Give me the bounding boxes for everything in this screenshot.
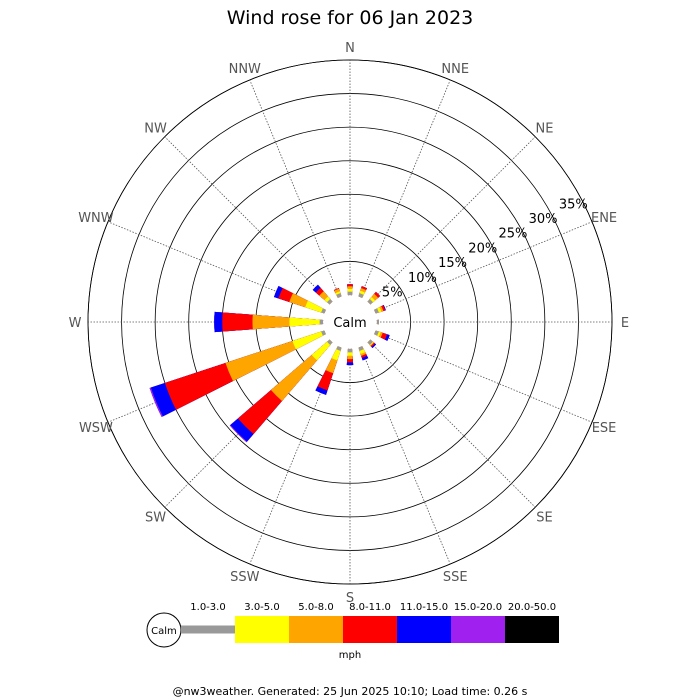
bar-WSW-1.0-3.0 — [321, 330, 326, 336]
compass-label-ESE: ESE — [592, 421, 617, 436]
bar-W-5.0-8.0 — [252, 314, 324, 330]
legend-calm-label: Calm — [151, 626, 177, 637]
spoke-SSE — [359, 346, 451, 565]
speed-legend: Calm mph 1.0-3.0 3.0-5.0 5.0-8.0 8.0-11.0 11… — [146, 602, 559, 661]
calm-center: Calm — [324, 296, 376, 348]
legend-swatch-8.0-11.0 — [343, 616, 397, 643]
radial-tick-labels: 5% 10%15%20%25%30%35% — [382, 197, 588, 300]
bar-N-1.0-3.0 — [347, 291, 353, 296]
compass-label-NNW: NNW — [229, 62, 261, 77]
compass-label-N: N — [345, 41, 355, 56]
radial-tick-15: 15% — [438, 256, 467, 271]
radial-tick-25: 25% — [498, 227, 527, 242]
compass-label-WNW: WNW — [78, 211, 114, 226]
radial-tick-35: 35% — [559, 197, 588, 212]
radial-tick-30: 30% — [529, 212, 558, 227]
legend-swatch-20.0-50.0 — [505, 616, 559, 643]
bar-NW-1.0-3.0 — [326, 298, 333, 305]
chart-title: Wind rose for 06 Jan 2023 — [227, 7, 474, 29]
radial-tick-10: 10% — [408, 271, 437, 286]
grid-ring-25 — [154, 126, 546, 518]
compass-label-NE: NE — [535, 122, 553, 137]
compass-label-ENE: ENE — [591, 211, 617, 226]
bar-WNW-1.0-3.0 — [321, 308, 326, 314]
bar-SSE-1.0-3.0 — [358, 346, 364, 351]
bar-SW-1.0-3.0 — [326, 339, 333, 346]
bar-WSW-3.0-5.0 — [292, 330, 326, 350]
legend-label-11.0-15.0: 11.0-15.0 — [400, 602, 448, 613]
compass-label-S: S — [346, 591, 354, 606]
radial-tick-5: 5% — [382, 286, 403, 301]
bar-SW-3.0-5.0 — [311, 339, 333, 361]
bar-NNW-1.0-3.0 — [336, 293, 342, 298]
legend-swatch-5.0-8.0 — [289, 616, 343, 643]
bar-ENE-1.0-3.0 — [374, 308, 379, 314]
bar-NNE-1.0-3.0 — [358, 293, 364, 298]
compass-label-SSE: SSE — [443, 570, 468, 585]
legend-swatch-1.0-3.0 — [181, 625, 235, 634]
legend-label-5.0-8.0: 5.0-8.0 — [298, 602, 333, 613]
legend-unit-label: mph — [339, 650, 361, 661]
calm-label: Calm — [333, 316, 366, 331]
footer-text: @nw3weather. Generated: 25 Jun 2025 10:1… — [173, 685, 528, 698]
compass-labels: N NNE NE ENE E ESE SE SSE S SSW SW WSW W WNW NW NNW — [69, 41, 630, 606]
bar-WNW-3.0-5.0 — [305, 300, 326, 314]
compass-label-NNE: NNE — [441, 62, 469, 77]
legend-label-8.0-11.0: 8.0-11.0 — [349, 602, 391, 613]
legend-swatch-3.0-5.0 — [235, 616, 289, 643]
compass-label-SW: SW — [145, 510, 166, 525]
compass-label-SE: SE — [536, 510, 552, 525]
compass-label-W: W — [69, 316, 82, 331]
legend-label-20.0-50.0: 20.0-50.0 — [508, 602, 556, 613]
legend-label-1.0-3.0: 1.0-3.0 — [190, 602, 225, 613]
bar-W-3.0-5.0 — [289, 317, 324, 327]
legend-swatch-15.0-20.0 — [451, 616, 505, 643]
spoke-ESE — [374, 331, 593, 423]
bar-W-1.0-3.0 — [319, 319, 324, 325]
bar-E-1.0-3.0 — [376, 319, 380, 325]
grid-ring-20 — [188, 160, 512, 484]
bar-S-1.0-3.0 — [347, 348, 353, 353]
bar-SSW-1.0-3.0 — [336, 346, 342, 351]
spoke-ENE — [374, 221, 593, 313]
bar-NE-1.0-3.0 — [367, 298, 374, 305]
bar-SE-1.0-3.0 — [367, 339, 374, 346]
compass-label-SSW: SSW — [230, 570, 260, 585]
compass-label-WSW: WSW — [79, 421, 113, 436]
spoke-NW — [164, 136, 332, 304]
spoke-SE — [368, 340, 536, 508]
radial-tick-20: 20% — [468, 241, 497, 256]
compass-label-E: E — [621, 316, 629, 331]
rose-bars — [149, 284, 390, 443]
compass-label-NW: NW — [144, 122, 167, 137]
legend-label-3.0-5.0: 3.0-5.0 — [244, 602, 279, 613]
spoke-NE — [368, 136, 536, 304]
spoke-NNE — [359, 79, 451, 298]
bar-ESE-1.0-3.0 — [374, 330, 379, 336]
spoke-NNW — [249, 79, 341, 298]
legend-label-15.0-20.0: 15.0-20.0 — [454, 602, 502, 613]
legend-swatch-11.0-15.0 — [397, 616, 451, 643]
